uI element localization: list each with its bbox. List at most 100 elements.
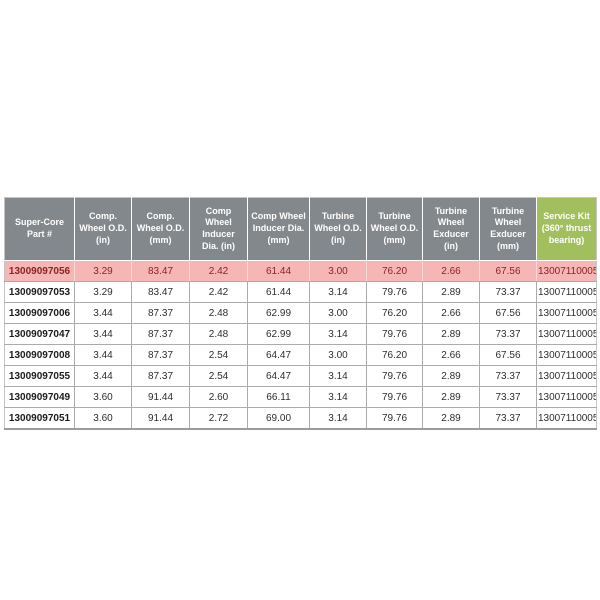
cell-service-kit: 13007110005 (536, 302, 597, 324)
cell-value: 87.37 (131, 302, 190, 324)
cell-value: 3.44 (74, 323, 132, 345)
cell-value: 91.44 (131, 386, 190, 408)
cell-value: 62.99 (247, 323, 310, 345)
cell-value: 79.76 (366, 365, 423, 387)
cell-value: 3.29 (74, 281, 132, 303)
cell-part-number: 13009097053 (4, 281, 75, 303)
table-body: 13009097056 3.29 83.47 2.42 61.44 3.00 7… (4, 260, 597, 430)
cell-value: 79.76 (366, 407, 423, 430)
header-cell-part-number: Super-Core Part # (4, 197, 75, 261)
header-cell-comp-wheel-od-in: Comp. Wheel O.D. (in) (74, 197, 132, 261)
cell-value: 2.66 (422, 344, 480, 366)
parts-table-container: Super-Core Part # Comp. Wheel O.D. (in) … (4, 197, 597, 430)
cell-value: 83.47 (131, 281, 190, 303)
header-cell-turbine-exducer-mm: Turbine Wheel Exducer (mm) (479, 197, 537, 261)
cell-value: 76.20 (366, 302, 423, 324)
cell-value: 87.37 (131, 323, 190, 345)
super-core-parts-table: Super-Core Part # Comp. Wheel O.D. (in) … (4, 197, 597, 430)
cell-value: 3.00 (309, 344, 367, 366)
table-row: 13009097008 3.44 87.37 2.54 64.47 3.00 7… (4, 344, 597, 366)
cell-value: 83.47 (131, 260, 190, 282)
cell-value: 2.89 (422, 323, 480, 345)
cell-value: 61.44 (247, 281, 310, 303)
cell-value: 2.54 (189, 344, 248, 366)
cell-service-kit: 13007110005 (536, 365, 597, 387)
cell-value: 2.42 (189, 281, 248, 303)
cell-value: 3.00 (309, 260, 367, 282)
cell-value: 3.44 (74, 365, 132, 387)
header-cell-turbine-od-mm: Turbine Wheel O.D. (mm) (366, 197, 423, 261)
header-cell-turbine-exducer-in: Turbine Wheel Exducer (in) (422, 197, 480, 261)
cell-value: 2.60 (189, 386, 248, 408)
cell-value: 67.56 (479, 344, 537, 366)
cell-service-kit: 13007110005 (536, 386, 597, 408)
cell-value: 73.37 (479, 365, 537, 387)
cell-service-kit: 13007110005 (536, 323, 597, 345)
cell-part-number: 13009097049 (4, 386, 75, 408)
cell-value: 2.89 (422, 281, 480, 303)
header-cell-turbine-od-in: Turbine Wheel O.D. (in) (309, 197, 367, 261)
cell-value: 3.29 (74, 260, 132, 282)
table-row: 13009097047 3.44 87.37 2.48 62.99 3.14 7… (4, 323, 597, 345)
cell-value: 73.37 (479, 323, 537, 345)
cell-value: 2.72 (189, 407, 248, 430)
cell-value: 2.54 (189, 365, 248, 387)
cell-value: 2.48 (189, 323, 248, 345)
table-row-highlighted: 13009097056 3.29 83.47 2.42 61.44 3.00 7… (4, 260, 597, 282)
cell-service-kit: 13007110005 (536, 407, 597, 430)
cell-value: 73.37 (479, 407, 537, 430)
cell-part-number: 13009097008 (4, 344, 75, 366)
cell-value: 3.60 (74, 407, 132, 430)
cell-part-number: 13009097047 (4, 323, 75, 345)
table-row: 13009097055 3.44 87.37 2.54 64.47 3.14 7… (4, 365, 597, 387)
cell-value: 3.44 (74, 344, 132, 366)
table-row: 13009097053 3.29 83.47 2.42 61.44 3.14 7… (4, 281, 597, 303)
table-row: 13009097051 3.60 91.44 2.72 69.00 3.14 7… (4, 407, 597, 430)
cell-value: 91.44 (131, 407, 190, 430)
cell-value: 3.60 (74, 386, 132, 408)
header-row: Super-Core Part # Comp. Wheel O.D. (in) … (4, 197, 597, 261)
cell-value: 62.99 (247, 302, 310, 324)
cell-value: 64.47 (247, 344, 310, 366)
cell-value: 3.14 (309, 281, 367, 303)
cell-value: 2.42 (189, 260, 248, 282)
cell-value: 79.76 (366, 281, 423, 303)
cell-value: 2.48 (189, 302, 248, 324)
cell-value: 73.37 (479, 281, 537, 303)
header-cell-service-kit: Service Kit (360° thrust bearing) (536, 197, 597, 261)
cell-value: 2.89 (422, 407, 480, 430)
cell-value: 3.14 (309, 386, 367, 408)
table-header: Super-Core Part # Comp. Wheel O.D. (in) … (4, 197, 597, 261)
header-cell-comp-wheel-od-mm: Comp. Wheel O.D. (mm) (131, 197, 190, 261)
cell-value: 3.44 (74, 302, 132, 324)
cell-value: 2.66 (422, 302, 480, 324)
cell-value: 2.89 (422, 365, 480, 387)
cell-part-number: 13009097056 (4, 260, 75, 282)
cell-value: 66.11 (247, 386, 310, 408)
cell-value: 2.66 (422, 260, 480, 282)
cell-value: 3.14 (309, 407, 367, 430)
cell-value: 73.37 (479, 386, 537, 408)
header-cell-comp-inducer-mm: Comp Wheel Inducer Dia. (mm) (247, 197, 310, 261)
cell-part-number: 13009097006 (4, 302, 75, 324)
header-cell-comp-inducer-in: Comp Wheel Inducer Dia. (in) (189, 197, 248, 261)
cell-value: 61.44 (247, 260, 310, 282)
cell-value: 2.89 (422, 386, 480, 408)
cell-value: 3.00 (309, 302, 367, 324)
cell-value: 67.56 (479, 302, 537, 324)
cell-value: 87.37 (131, 344, 190, 366)
cell-value: 79.76 (366, 323, 423, 345)
cell-value: 76.20 (366, 260, 423, 282)
cell-part-number: 13009097055 (4, 365, 75, 387)
cell-value: 64.47 (247, 365, 310, 387)
cell-value: 69.00 (247, 407, 310, 430)
cell-service-kit: 13007110005 (536, 260, 597, 282)
cell-value: 67.56 (479, 260, 537, 282)
cell-value: 3.14 (309, 323, 367, 345)
table-row: 13009097049 3.60 91.44 2.60 66.11 3.14 7… (4, 386, 597, 408)
cell-value: 76.20 (366, 344, 423, 366)
cell-part-number: 13009097051 (4, 407, 75, 430)
cell-service-kit: 13007110005 (536, 344, 597, 366)
cell-value: 87.37 (131, 365, 190, 387)
table-row: 13009097006 3.44 87.37 2.48 62.99 3.00 7… (4, 302, 597, 324)
